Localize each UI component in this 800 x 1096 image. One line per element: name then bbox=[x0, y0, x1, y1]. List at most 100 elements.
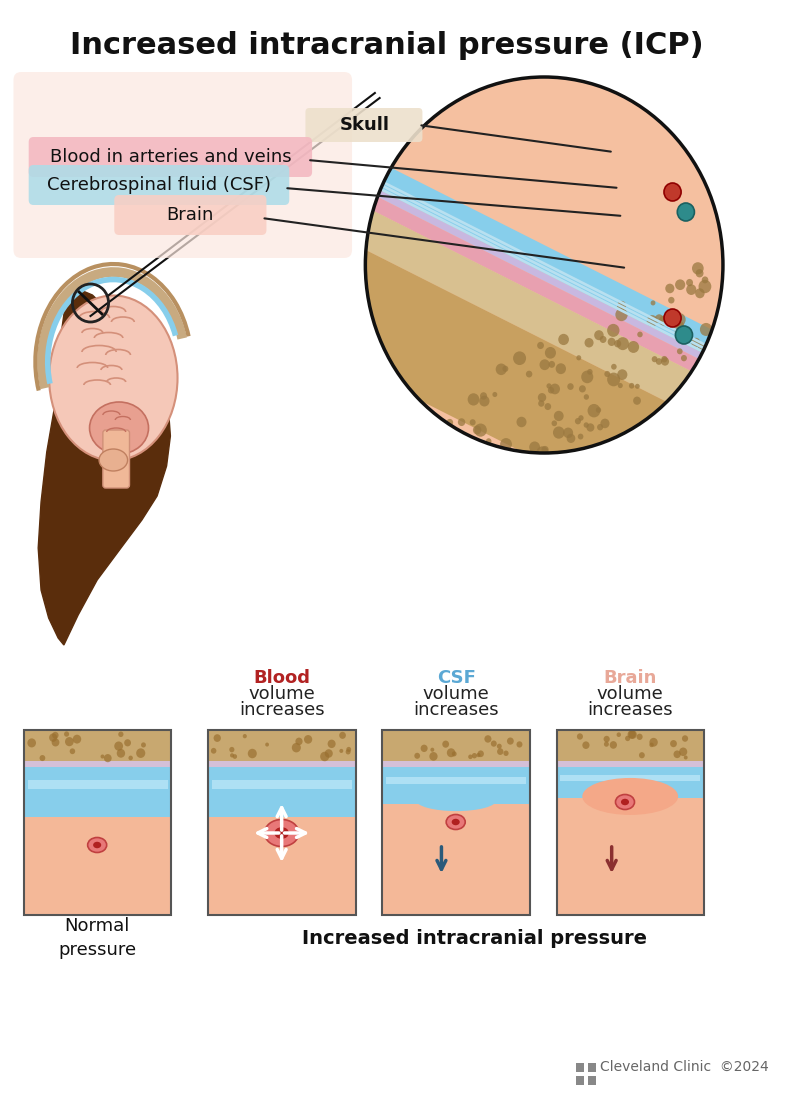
Circle shape bbox=[52, 739, 59, 746]
Circle shape bbox=[597, 424, 603, 431]
Text: Normal
pressure: Normal pressure bbox=[58, 917, 136, 959]
Ellipse shape bbox=[88, 837, 106, 853]
Circle shape bbox=[692, 262, 704, 274]
Polygon shape bbox=[356, 178, 733, 376]
Circle shape bbox=[480, 392, 487, 400]
Text: Brain: Brain bbox=[603, 669, 657, 687]
Circle shape bbox=[39, 755, 46, 761]
Circle shape bbox=[662, 356, 667, 363]
Circle shape bbox=[366, 77, 723, 453]
Circle shape bbox=[550, 384, 560, 395]
Circle shape bbox=[652, 356, 658, 363]
Circle shape bbox=[659, 316, 669, 326]
Text: Blood: Blood bbox=[254, 669, 310, 687]
Bar bbox=[24, 730, 171, 762]
Circle shape bbox=[584, 395, 589, 400]
Bar bbox=[557, 762, 704, 767]
Circle shape bbox=[124, 739, 131, 746]
Circle shape bbox=[686, 279, 693, 286]
Circle shape bbox=[677, 349, 682, 354]
Circle shape bbox=[638, 332, 642, 338]
Bar bbox=[588, 1063, 597, 1072]
Bar bbox=[382, 730, 530, 915]
Circle shape bbox=[214, 734, 221, 742]
Ellipse shape bbox=[274, 827, 289, 838]
Bar bbox=[382, 730, 530, 915]
Bar bbox=[209, 730, 356, 915]
Circle shape bbox=[635, 384, 640, 389]
Bar bbox=[557, 730, 704, 915]
Circle shape bbox=[141, 742, 146, 747]
Circle shape bbox=[585, 338, 594, 347]
Circle shape bbox=[617, 301, 626, 310]
Ellipse shape bbox=[99, 449, 127, 471]
FancyBboxPatch shape bbox=[29, 165, 290, 205]
Bar bbox=[382, 762, 530, 767]
Circle shape bbox=[304, 735, 312, 744]
Bar bbox=[209, 767, 356, 817]
Circle shape bbox=[496, 364, 506, 375]
Circle shape bbox=[603, 735, 610, 742]
Text: Increased intracranial pressure (ICP): Increased intracranial pressure (ICP) bbox=[70, 31, 704, 59]
Circle shape bbox=[530, 442, 540, 453]
FancyBboxPatch shape bbox=[114, 195, 266, 235]
Ellipse shape bbox=[621, 799, 629, 806]
Circle shape bbox=[670, 740, 677, 747]
Circle shape bbox=[320, 752, 330, 762]
Circle shape bbox=[610, 741, 617, 749]
FancyBboxPatch shape bbox=[14, 72, 352, 258]
Circle shape bbox=[673, 313, 686, 327]
Circle shape bbox=[539, 359, 550, 370]
Ellipse shape bbox=[416, 789, 497, 811]
Circle shape bbox=[447, 749, 455, 757]
Circle shape bbox=[500, 438, 512, 450]
Circle shape bbox=[101, 754, 105, 758]
Circle shape bbox=[618, 369, 627, 380]
Circle shape bbox=[696, 270, 703, 277]
Circle shape bbox=[452, 752, 457, 756]
Circle shape bbox=[650, 738, 658, 746]
Circle shape bbox=[686, 284, 696, 295]
Circle shape bbox=[248, 749, 257, 758]
Bar bbox=[24, 767, 171, 817]
Circle shape bbox=[328, 740, 336, 749]
Polygon shape bbox=[356, 167, 733, 361]
Circle shape bbox=[666, 284, 674, 294]
Circle shape bbox=[536, 446, 549, 459]
Circle shape bbox=[582, 741, 590, 749]
Circle shape bbox=[576, 355, 582, 361]
Bar bbox=[24, 730, 171, 915]
Circle shape bbox=[517, 416, 526, 427]
Circle shape bbox=[242, 734, 247, 739]
Circle shape bbox=[664, 183, 681, 201]
Circle shape bbox=[600, 419, 610, 429]
Text: Blood in arteries and veins: Blood in arteries and veins bbox=[50, 148, 291, 165]
Circle shape bbox=[292, 743, 301, 752]
Polygon shape bbox=[356, 0, 733, 340]
Text: Skull: Skull bbox=[339, 116, 390, 134]
Circle shape bbox=[679, 747, 687, 756]
Circle shape bbox=[478, 751, 484, 757]
Circle shape bbox=[684, 755, 688, 760]
Text: increases: increases bbox=[587, 701, 673, 719]
Text: volume: volume bbox=[423, 685, 490, 703]
Circle shape bbox=[661, 357, 669, 366]
Circle shape bbox=[430, 747, 434, 752]
Circle shape bbox=[639, 752, 645, 758]
Text: volume: volume bbox=[249, 685, 315, 703]
Polygon shape bbox=[356, 175, 733, 368]
Circle shape bbox=[230, 753, 234, 757]
Circle shape bbox=[698, 343, 707, 352]
Circle shape bbox=[655, 315, 663, 323]
Circle shape bbox=[637, 733, 642, 740]
Polygon shape bbox=[356, 246, 733, 558]
Circle shape bbox=[607, 324, 619, 336]
Circle shape bbox=[587, 404, 600, 418]
Circle shape bbox=[503, 751, 509, 756]
Bar bbox=[382, 730, 530, 762]
Bar bbox=[588, 1076, 597, 1085]
FancyBboxPatch shape bbox=[29, 137, 312, 176]
Circle shape bbox=[577, 733, 583, 740]
Bar bbox=[209, 730, 356, 915]
Circle shape bbox=[646, 316, 658, 327]
